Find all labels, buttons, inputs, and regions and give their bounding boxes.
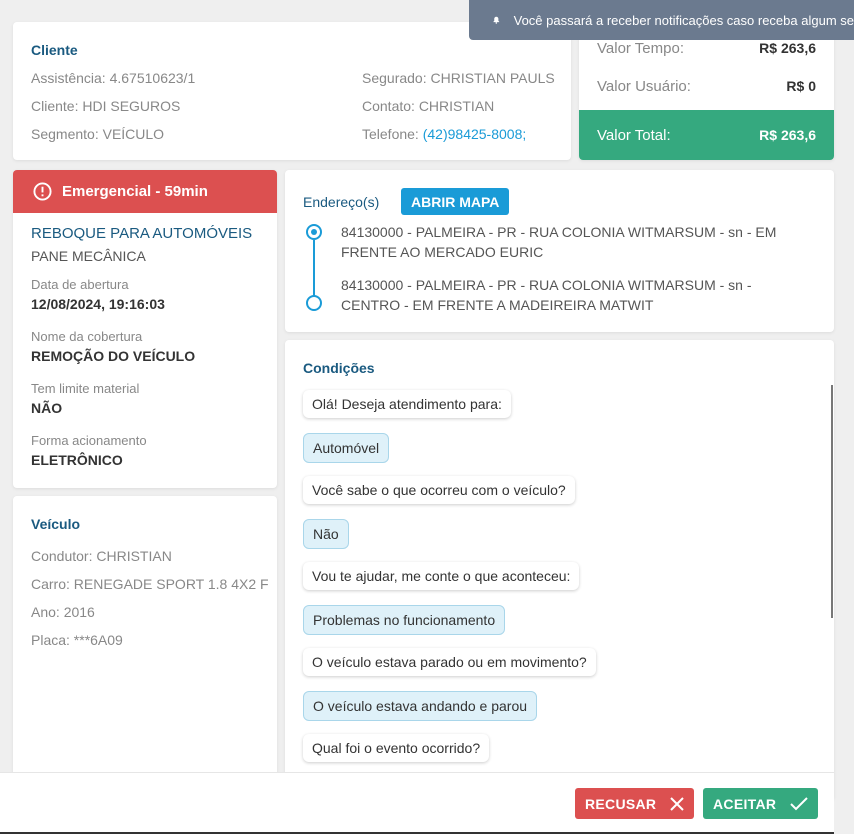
vehicle-card: Veículo Condutor: CHRISTIAN Carro: RENEG… bbox=[13, 496, 277, 796]
notification-text: Você passará a receber notificações caso… bbox=[513, 12, 854, 28]
service-reason: PANE MECÂNICA bbox=[31, 248, 146, 264]
conditions-title: Condições bbox=[303, 360, 375, 376]
info-icon bbox=[33, 182, 52, 201]
segurado: Segurado: CHRISTIAN PAULS bbox=[362, 70, 555, 86]
chat-user-message: O veículo estava andando e parou bbox=[303, 691, 538, 721]
ano: Ano: 2016 bbox=[31, 604, 95, 620]
chat-user-message: Automóvel bbox=[303, 433, 390, 463]
bottom-border bbox=[0, 832, 834, 834]
chat-bot-message: Vou te ajudar, me conte o que aconteceu: bbox=[303, 562, 580, 590]
chat-user-message: Problemas no funcionamento bbox=[303, 605, 506, 635]
emergency-badge: Emergencial - 59min bbox=[13, 170, 277, 213]
client-title: Cliente bbox=[31, 42, 78, 58]
reject-label: RECUSAR bbox=[585, 795, 657, 812]
chat-bot-message: Qual foi o evento ocorrido? bbox=[303, 734, 490, 762]
valor-usuario: R$ 0 bbox=[786, 78, 816, 94]
field-value: 12/08/2024, 19:16:03 bbox=[31, 296, 165, 312]
address-origin: 84130000 - PALMEIRA - PR - RUA COLONIA W… bbox=[341, 224, 777, 260]
field-label: Nome da cobertura bbox=[31, 329, 143, 344]
field-value: REMOÇÃO DO VEÍCULO bbox=[31, 348, 196, 364]
client-card: Cliente Assistência: 4.67510623/1 Client… bbox=[13, 22, 571, 160]
chat-bot-message: O veículo estava parado ou em movimento? bbox=[303, 648, 596, 676]
reject-button[interactable]: RECUSAR bbox=[575, 788, 695, 819]
address-destination: 84130000 - PALMEIRA - PR - RUA COLONIA W… bbox=[341, 277, 752, 313]
address-card: Endereço(s) ABRIR MAPA 84130000 - PALMEI… bbox=[285, 170, 834, 332]
accept-label: ACEITAR bbox=[713, 795, 777, 812]
bell-icon bbox=[493, 16, 500, 24]
segmento: Segmento: VEÍCULO bbox=[31, 126, 165, 142]
contato: Contato: CHRISTIAN bbox=[362, 98, 495, 114]
address-title: Endereço(s) bbox=[303, 194, 380, 210]
valor-tempo: R$ 263,6 bbox=[759, 40, 816, 56]
check-icon bbox=[790, 796, 809, 810]
close-icon bbox=[670, 796, 685, 811]
placa: Placa: ***6A09 bbox=[31, 632, 123, 648]
route-line bbox=[313, 240, 315, 296]
service-type: REBOQUE PARA AUTOMÓVEIS bbox=[31, 225, 253, 242]
chat-scrollbar[interactable] bbox=[831, 385, 833, 618]
field-value: NÃO bbox=[31, 400, 63, 416]
notification-toast: Você passará a receber notificações caso… bbox=[469, 0, 854, 40]
footer-bar: RECUSAR ACEITAR bbox=[0, 772, 834, 832]
open-map-button[interactable]: ABRIR MAPA bbox=[401, 188, 510, 215]
destination-marker-icon bbox=[306, 295, 322, 311]
field-label: Data de abertura bbox=[31, 277, 129, 292]
values-card: Valor Tempo: R$ 263,6 Valor Usuário: R$ … bbox=[579, 22, 834, 160]
cliente: Cliente: HDI SEGUROS bbox=[31, 98, 181, 114]
emergency-text: Emergencial - 59min bbox=[62, 183, 208, 200]
valor-tempo-label: Valor Tempo: bbox=[597, 40, 684, 57]
conditions-card: Condições Olá! Deseja atendimento para: … bbox=[285, 340, 834, 800]
condutor: Condutor: CHRISTIAN bbox=[31, 548, 172, 564]
chat-bot-message: Você sabe o que ocorreu com o veículo? bbox=[303, 476, 575, 504]
chat-bot-message: Olá! Deseja atendimento para: bbox=[303, 390, 511, 418]
field-label: Forma acionamento bbox=[31, 433, 147, 448]
vehicle-title: Veículo bbox=[31, 516, 81, 532]
valor-usuario-label: Valor Usuário: bbox=[597, 78, 691, 95]
origin-marker-icon bbox=[306, 224, 322, 240]
telefone-link[interactable]: (42)98425-8008; bbox=[422, 126, 527, 142]
valor-total-bar: Valor Total: R$ 263,6 bbox=[579, 110, 834, 160]
accept-button[interactable]: ACEITAR bbox=[703, 788, 819, 819]
valor-total-label: Valor Total: bbox=[597, 127, 671, 144]
carro: Carro: RENEGADE SPORT 1.8 4X2 F bbox=[31, 576, 269, 592]
field-label: Tem limite material bbox=[31, 381, 140, 396]
telefone: Telefone: (42)98425-8008; bbox=[362, 126, 526, 142]
telefone-label: Telefone: bbox=[362, 126, 419, 142]
service-card: Emergencial - 59min REBOQUE PARA AUTOMÓV… bbox=[13, 170, 277, 488]
assistencia: Assistência: 4.67510623/1 bbox=[31, 70, 196, 86]
field-value: ELETRÔNICO bbox=[31, 452, 123, 468]
valor-total: R$ 263,6 bbox=[759, 127, 816, 143]
chat-user-message: Não bbox=[303, 519, 349, 549]
